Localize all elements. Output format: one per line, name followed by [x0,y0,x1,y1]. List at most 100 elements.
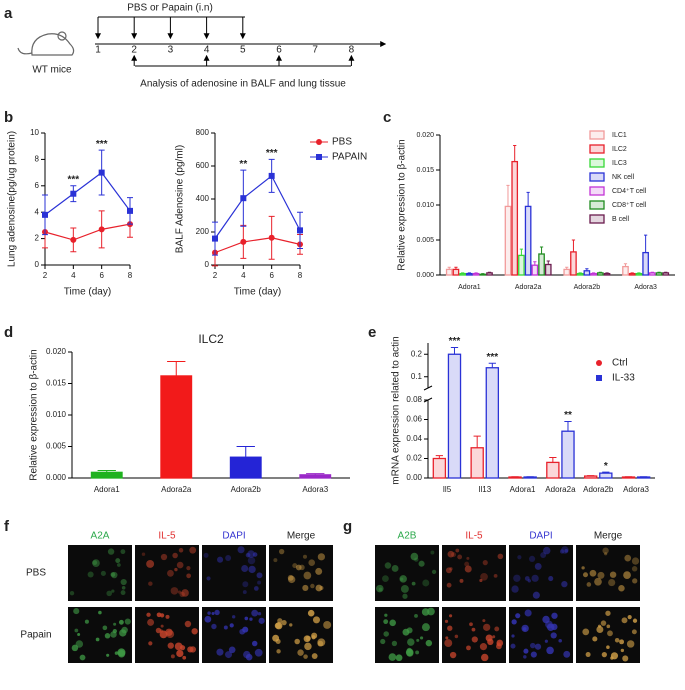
cell [148,581,153,586]
y-tick-label: 0.00 [406,473,422,482]
cell [310,583,315,589]
bar [160,375,193,479]
cell [178,548,184,553]
y-tick-label: 0.005 [416,237,434,244]
legend-label: IL-33 [612,373,635,384]
cell [146,612,151,617]
bar [599,472,613,479]
y-tick-label: 6 [35,181,40,190]
cell [602,547,609,554]
cell [523,648,529,654]
cell [117,563,121,567]
error-bar [657,271,661,273]
significance: * [604,461,608,472]
day-label: 1 [95,45,101,56]
cell [466,645,471,651]
cell [416,638,420,642]
cell [527,579,531,583]
x-axis-label: Time (day) [234,287,281,298]
cell [414,613,418,618]
x-tick-label: Adora3 [634,284,657,291]
cell [174,642,183,651]
column-header: IL-5 [158,531,176,542]
cell [106,590,112,597]
cell [245,653,253,661]
cell [481,653,489,662]
cell [407,638,415,646]
y-axis-label: mRNA expression related to actin [391,336,402,484]
cell [258,617,265,624]
cell [548,576,554,582]
cell [204,615,212,623]
bar [447,353,462,479]
cell [124,618,131,625]
cell [251,609,259,617]
cell [380,638,386,645]
error-bar [447,266,451,270]
cell [391,640,398,647]
cell [620,648,625,653]
cell [187,646,194,653]
error-bar [539,246,544,254]
y-tick-label: 0.04 [406,434,422,443]
error-bar [450,347,459,355]
cell [294,638,300,645]
significance: *** [449,336,461,347]
cell [148,641,153,646]
cell [384,562,392,569]
error-bar [637,272,641,274]
cell [112,629,117,634]
cell [479,643,488,651]
cell [608,578,616,587]
cell [305,635,311,641]
bar [662,272,670,276]
significance: ** [239,159,247,170]
series-line [214,174,301,239]
significance: *** [266,148,278,159]
cell [315,584,323,592]
y-tick-label: 0.010 [416,202,434,209]
column-header: Merge [594,531,623,542]
cell [100,570,106,576]
cell [147,618,155,626]
y-tick-label: 0.020 [416,132,434,139]
bar [452,268,460,276]
cell [559,549,565,554]
x-tick-label: Adora2b [231,485,262,494]
cell [229,623,234,628]
cell [106,653,110,657]
panel-label: a [4,5,13,22]
error-bar [564,420,572,432]
cell [256,572,263,579]
day-label: 7 [312,45,318,56]
error-bar [605,272,609,274]
bar [590,272,597,276]
cell [174,567,178,572]
data-point [42,211,48,218]
legend-label: PAPAIN [332,152,367,163]
y-tick-label: 2 [35,234,40,243]
x-tick-label: 8 [298,271,303,280]
cell [146,559,155,568]
cell [511,634,515,638]
cell [170,654,175,659]
bar [299,474,332,479]
column-header: DAPI [222,531,245,542]
cell [551,612,558,619]
cell [104,633,111,639]
error-bar [236,446,255,458]
cell [492,635,496,639]
column-header: A2A [91,531,110,542]
bar [472,272,480,276]
cell [444,639,453,648]
cell [317,553,325,561]
cell [274,622,281,629]
cell [431,569,437,575]
cell [528,555,536,562]
day-label: 6 [276,45,282,56]
error-bar [565,266,569,270]
cell [311,632,318,639]
y-axis-label: Relative expression to β-actin [397,139,408,270]
cell [605,610,611,616]
cell [513,574,521,582]
